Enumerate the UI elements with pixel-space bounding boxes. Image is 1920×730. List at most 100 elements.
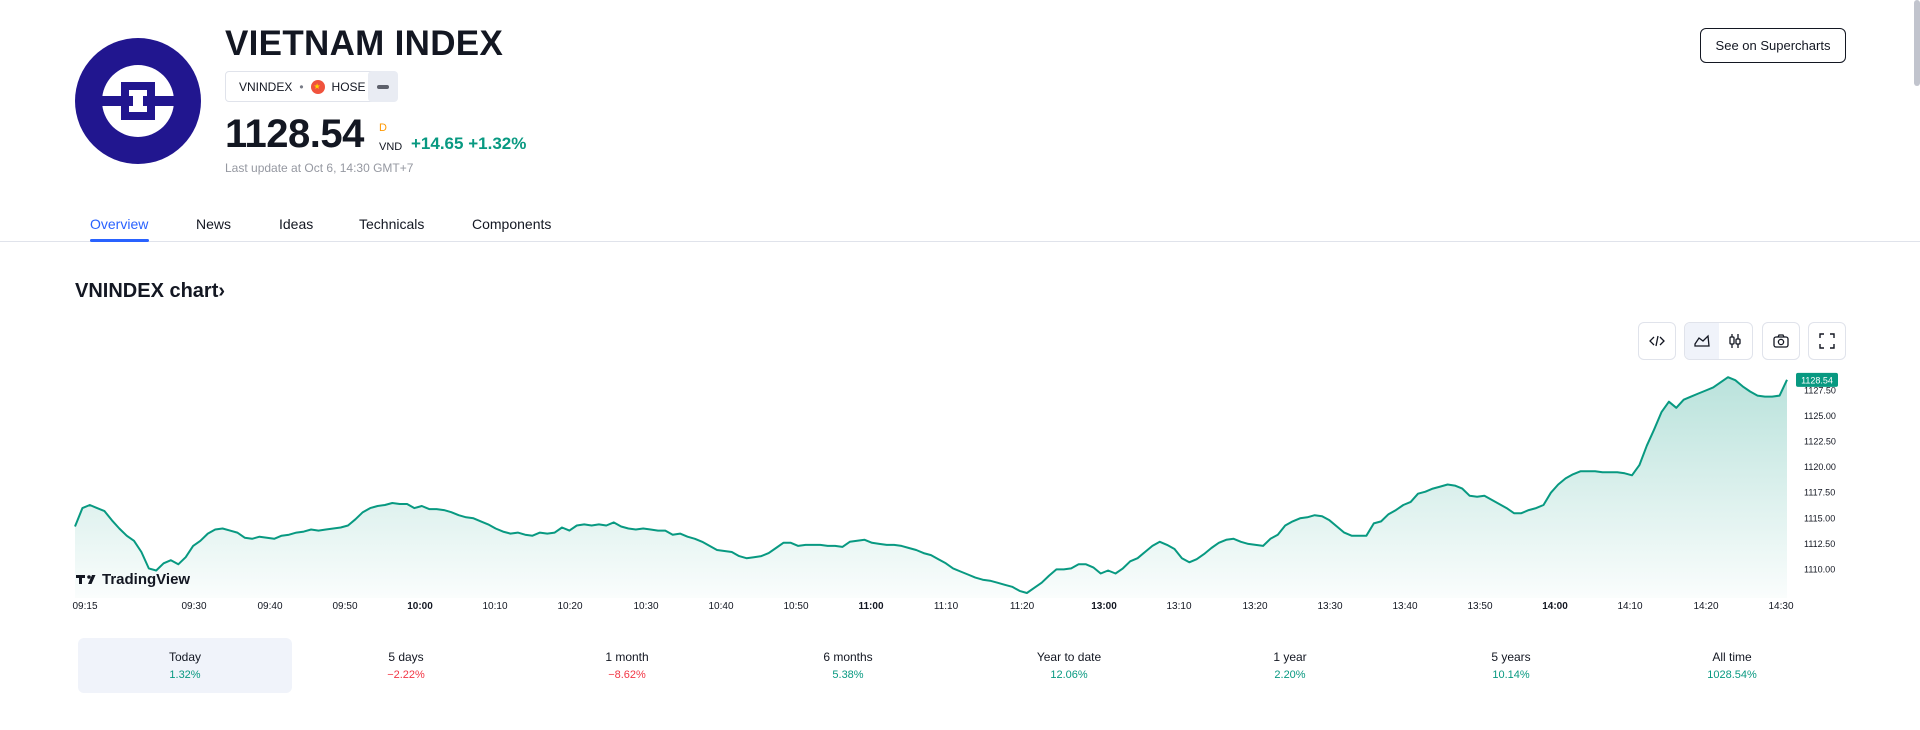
price-flag: D xyxy=(379,122,387,134)
x-axis-tick-label: 11:20 xyxy=(1010,601,1035,612)
tab-bar: Overview News Ideas Technicals Component… xyxy=(0,204,1920,242)
x-axis-tick-label: 14:00 xyxy=(1542,601,1568,612)
price-change-abs: +14.65 xyxy=(411,134,464,153)
performance-periods: Today 1.32% 5 days −2.22% 1 month −8.62% 6 mon… xyxy=(78,638,1847,693)
chart-title-text: VNINDEX chart xyxy=(75,280,219,302)
x-axis-tick-label: 09:40 xyxy=(257,601,282,612)
period-button-all-time[interactable]: All time 1028.54% xyxy=(1625,638,1839,693)
chart-style-group xyxy=(1684,322,1753,360)
page-title: VIETNAM INDEX xyxy=(225,24,504,63)
index-logo xyxy=(75,38,201,164)
x-axis-tick-label: 14:20 xyxy=(1693,601,1718,612)
tab-overview[interactable]: Overview xyxy=(90,216,149,232)
x-axis-tick-label: 10:30 xyxy=(633,601,658,612)
period-button-6-months[interactable]: 6 months 5.38% xyxy=(741,638,955,693)
x-axis-tick-label: 13:20 xyxy=(1242,601,1267,612)
period-button-1-year[interactable]: 1 year 2.20% xyxy=(1183,638,1397,693)
period-button-year-to-date[interactable]: Year to date 12.06% xyxy=(962,638,1176,693)
area-chart-button[interactable] xyxy=(1685,323,1719,359)
y-axis-tick-label: 1125.00 xyxy=(1804,411,1836,421)
period-change: −8.62% xyxy=(608,669,646,681)
x-axis-tick-label: 10:40 xyxy=(708,601,733,612)
exchange-name: HOSE xyxy=(331,79,366,94)
chart-series-line xyxy=(74,376,1788,594)
period-change: −2.22% xyxy=(387,669,425,681)
period-button-1-month[interactable]: 1 month −8.62% xyxy=(520,638,734,693)
x-axis-tick-label: 11:00 xyxy=(858,601,883,612)
period-label: 5 years xyxy=(1491,650,1531,664)
tradingview-watermark[interactable]: TradingView xyxy=(76,571,190,588)
period-change: 12.06% xyxy=(1050,669,1088,681)
y-axis-tick-label: 1127.50 xyxy=(1804,385,1836,395)
period-change: 1028.54% xyxy=(1707,669,1757,681)
active-tab-indicator xyxy=(90,239,149,242)
camera-icon xyxy=(1773,334,1789,348)
x-axis-tick-label: 09:30 xyxy=(181,601,206,612)
collapse-button[interactable] xyxy=(368,71,398,102)
embed-code-button[interactable] xyxy=(1639,323,1675,359)
candles-icon xyxy=(1729,334,1741,348)
x-axis-tick-label: 10:20 xyxy=(557,601,582,612)
tab-news[interactable]: News xyxy=(196,216,232,232)
embed-button-group xyxy=(1638,322,1676,360)
chart-area-fill xyxy=(75,377,1787,598)
tab-ideas[interactable]: Ideas xyxy=(279,216,314,232)
price-currency: VND xyxy=(379,141,403,153)
page-scrollbar[interactable] xyxy=(1914,0,1920,86)
period-label: 1 year xyxy=(1273,650,1307,664)
x-axis-tick-label: 10:50 xyxy=(783,601,808,612)
chart-section-title[interactable]: VNINDEX chart› xyxy=(75,280,225,303)
last-update-text: Last update at Oct 6, 14:30 GMT+7 xyxy=(225,161,414,175)
y-axis-tick-label: 1122.50 xyxy=(1804,437,1836,447)
symbol-chip[interactable]: VNINDEX • HOSE xyxy=(225,71,380,102)
period-change: 10.14% xyxy=(1492,669,1530,681)
snapshot-button[interactable] xyxy=(1763,323,1799,359)
area-chart-icon xyxy=(1694,334,1710,347)
chevron-right-icon: › xyxy=(218,280,226,302)
period-label: All time xyxy=(1712,650,1752,664)
period-label: 1 month xyxy=(605,650,649,664)
x-axis-tick-label: 13:30 xyxy=(1317,601,1342,612)
tradingview-logo-icon xyxy=(76,575,96,584)
tradingview-watermark-text: TradingView xyxy=(102,571,190,588)
embed-code-icon xyxy=(1649,335,1665,347)
last-price-badge xyxy=(1796,372,1838,387)
see-on-supercharts-button[interactable]: See on Supercharts xyxy=(1700,28,1846,63)
y-axis-tick-label: 1115.00 xyxy=(1804,513,1835,523)
last-price-badge-label: 1128.54 xyxy=(1801,375,1833,385)
tab-technicals[interactable]: Technicals xyxy=(359,216,425,232)
x-axis-tick-label: 14:30 xyxy=(1768,601,1793,612)
period-change: 1.32% xyxy=(169,669,201,681)
minus-icon xyxy=(377,84,389,89)
period-label: Year to date xyxy=(1036,650,1102,664)
period-button-5-years[interactable]: 5 years 10.14% xyxy=(1404,638,1618,693)
fullscreen-group xyxy=(1808,322,1846,360)
x-axis-tick-label: 09:15 xyxy=(72,601,97,612)
x-axis-tick-label: 13:40 xyxy=(1392,601,1417,612)
tab-components[interactable]: Components xyxy=(472,216,552,232)
y-axis-tick-label: 1110.00 xyxy=(1804,564,1835,574)
symbol-ticker: VNINDEX xyxy=(239,79,293,94)
fullscreen-icon xyxy=(1819,333,1835,349)
x-axis-tick-label: 09:50 xyxy=(332,601,357,612)
period-button-5-days[interactable]: 5 days −2.22% xyxy=(299,638,513,693)
vietnam-flag-icon xyxy=(310,79,325,94)
period-label: 6 months xyxy=(823,650,873,664)
y-axis-tick-label: 1120.00 xyxy=(1804,462,1836,472)
x-axis-tick-label: 13:00 xyxy=(1091,601,1117,612)
snapshot-group xyxy=(1762,322,1800,360)
y-axis-tick-label: 1112.50 xyxy=(1804,539,1835,549)
period-change: 2.20% xyxy=(1274,669,1306,681)
x-axis-tick-label: 11:10 xyxy=(934,601,959,612)
vnindex-logo-icon xyxy=(95,65,181,137)
x-axis-tick-label: 13:10 xyxy=(1166,601,1191,612)
period-button-today[interactable]: Today 1.32% xyxy=(78,638,292,693)
period-label: Today xyxy=(168,650,202,664)
candles-button[interactable] xyxy=(1719,323,1753,359)
price-change: +14.65 +1.32% xyxy=(411,134,526,154)
price-change-pct: +1.32% xyxy=(468,134,527,153)
price-chart[interactable]: 1110.00 1112.50 1115.00 1117.50 1120.00 1122.… xyxy=(0,370,1920,620)
fullscreen-button[interactable] xyxy=(1809,323,1845,359)
last-price: 1128.54 xyxy=(225,112,364,156)
period-label: 5 days xyxy=(388,650,424,664)
